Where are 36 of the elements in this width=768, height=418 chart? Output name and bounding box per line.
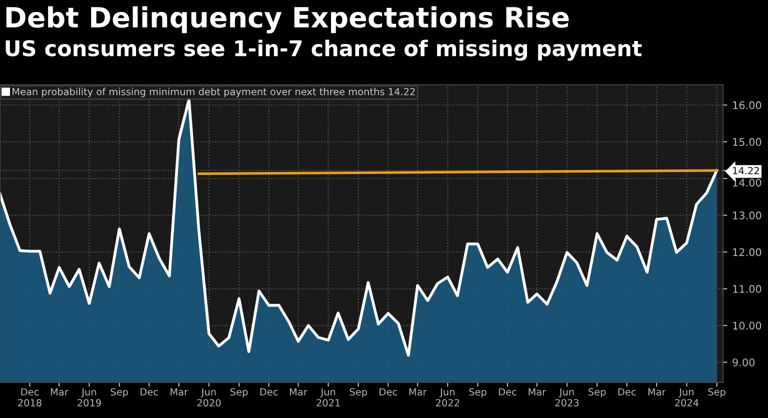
x-tick-label: Mar	[50, 388, 68, 396]
x-tick-label: Jun 2024	[675, 388, 699, 406]
x-tick-label: Mar	[409, 388, 427, 396]
x-tick-label: Sep	[708, 388, 726, 398]
y-tick-label: 15.00	[733, 138, 762, 146]
x-tick-label: Jun 2019	[78, 388, 101, 406]
x-tick-label: Sep	[588, 388, 606, 398]
y-tick-label: 14.00	[733, 178, 762, 187]
x-tick-label: Dec	[260, 388, 278, 396]
x-tick-label: Mar	[528, 388, 546, 396]
x-tick-label: Mar	[170, 388, 188, 396]
x-tick-label: Sep	[230, 388, 248, 398]
x-tick-label: Jun 2023	[555, 388, 579, 406]
x-tick-label: Sep	[110, 388, 128, 398]
y-tick-label: 9.00	[732, 358, 755, 366]
x-tick-label: Dec	[618, 388, 636, 396]
legend-label: Mean probability of missing minimum debt payment over next three months 14.22	[12, 88, 415, 98]
x-tick-label: Jun 2020	[197, 388, 221, 406]
x-tick-label: Dec	[140, 388, 158, 396]
y-tick-label: 12.00	[733, 248, 762, 256]
y-tick-label: 13.00	[733, 212, 762, 220]
x-tick-label: Dec	[499, 388, 516, 396]
y-tick-label: 14.22	[733, 166, 759, 174]
x-tick-label: Mar	[290, 388, 308, 396]
x-tick-label: Sep	[469, 388, 486, 398]
y-tick-label: 11.00	[733, 285, 762, 293]
x-tick-label: Mar	[648, 388, 666, 396]
x-tick-label: Jun 2021	[316, 388, 340, 406]
y-tick-label: 16.00	[733, 101, 762, 110]
y-tick-label: 10.00	[733, 322, 762, 330]
x-tick-label: Jun 2022	[436, 388, 460, 406]
chart-subtitle: US consumers see 1-in-7 chance of missing payment	[6, 40, 642, 61]
x-tick-label: Dec	[380, 388, 397, 396]
x-tick-label: Dec 2018	[18, 388, 42, 406]
x-tick-label: Sep	[350, 388, 368, 398]
chart-title: Debt Delinquency Expectations Rise	[6, 6, 569, 34]
